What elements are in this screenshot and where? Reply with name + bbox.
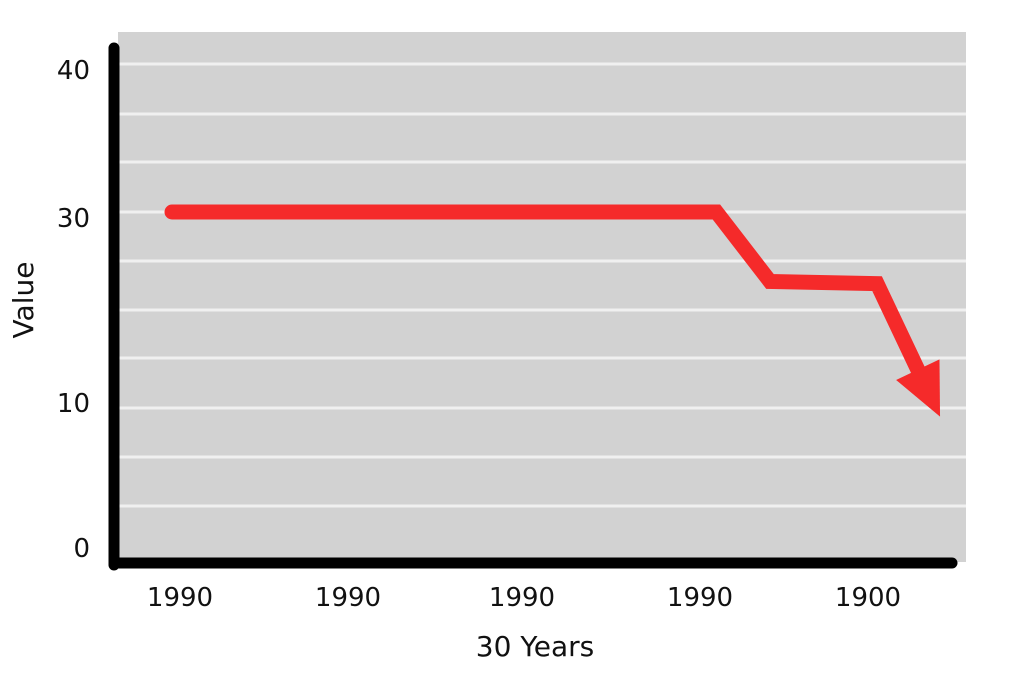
- x-tick-label: 1990: [489, 583, 555, 613]
- y-axis-title: Value: [7, 262, 40, 339]
- series-line: [164, 204, 928, 381]
- x-axis-title: 30 Years: [476, 630, 594, 663]
- series-arrowhead: [896, 359, 941, 417]
- series-layer: [164, 204, 941, 417]
- x-tick-label: 1990: [315, 583, 381, 613]
- x-tick-label: 1990: [667, 583, 733, 613]
- x-tick-label: 1990: [147, 583, 213, 613]
- y-tick-labels: 0 10 30 40: [57, 56, 90, 564]
- x-tick-label: 1900: [835, 583, 901, 613]
- y-tick-label: 40: [57, 56, 90, 86]
- x-tick-labels: 1990 1990 1990 1990 1900: [147, 583, 901, 613]
- y-tick-label: 30: [57, 204, 90, 234]
- y-tick-label: 10: [57, 389, 90, 419]
- y-tick-label: 0: [73, 534, 90, 564]
- plot-background: [118, 32, 966, 562]
